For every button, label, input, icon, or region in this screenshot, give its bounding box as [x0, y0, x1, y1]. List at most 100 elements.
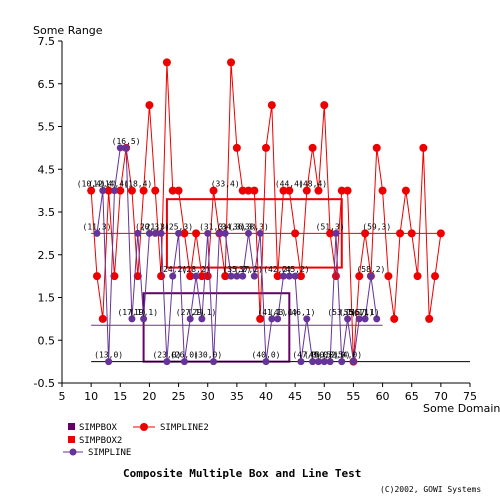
simpline-point: [373, 315, 381, 323]
data-label: (20,3): [135, 222, 164, 231]
simpline2-point: [279, 186, 288, 195]
data-label: (10,4): [77, 180, 106, 189]
x-tick-label: 50: [317, 390, 331, 403]
simpline2-point: [384, 272, 393, 281]
simpline2-point: [192, 229, 201, 238]
simpline-point: [285, 272, 293, 280]
simpline2-point: [331, 272, 340, 281]
y-axis-label: Some Range: [33, 24, 103, 37]
data-label: (11,3): [83, 222, 112, 231]
simpline-point: [227, 272, 235, 280]
simpline-point: [274, 315, 282, 323]
simpline2-point: [92, 272, 101, 281]
simpline2-point: [320, 101, 329, 110]
simpline-point: [268, 315, 276, 323]
simpline-point: [204, 229, 212, 237]
data-label: (45,2): [281, 265, 310, 274]
simpline-point: [210, 358, 218, 366]
data-label: (49,0): [304, 351, 333, 360]
data-label: (51,3): [316, 222, 345, 231]
simpline2-point: [314, 186, 323, 195]
data-label: (42,2): [263, 265, 292, 274]
data-label: (43,1): [269, 308, 298, 317]
simpline2-point: [372, 143, 381, 152]
simpline-point: [110, 187, 118, 195]
simpline2-point: [296, 272, 305, 281]
data-label: (14,4): [100, 180, 129, 189]
y-tick-label: 3.5: [38, 206, 56, 219]
legend-marker-simpline: [69, 448, 77, 456]
simpline-point: [180, 358, 188, 366]
simpline-point: [338, 358, 346, 366]
simpline-point: [349, 358, 357, 366]
simpline2-point: [343, 186, 352, 195]
data-label: (55,1): [339, 308, 368, 317]
data-label: (36,3): [228, 222, 257, 231]
simpline2-point: [407, 229, 416, 238]
simpline2-point: [401, 186, 410, 195]
data-label: (13,0): [94, 351, 123, 360]
data-label: (23,0): [152, 351, 181, 360]
simpline-point: [128, 315, 136, 323]
simpline2-point: [431, 272, 440, 281]
data-labels: (11,3) (12,4) (13,0) (14,4) (16,5) (17,1) (18,…: [77, 137, 392, 360]
simpline2-point: [267, 101, 276, 110]
data-label: (41,1): [257, 308, 286, 317]
simpline2-point: [104, 186, 113, 195]
simpline2-point: [162, 58, 171, 67]
simpline-point: [250, 272, 258, 280]
simpline2-point: [180, 229, 189, 238]
simpline-point: [361, 315, 369, 323]
simpline2-point: [308, 143, 317, 152]
simpline2-point: [232, 143, 241, 152]
y-tick-label: 2.5: [38, 249, 56, 262]
x-tick-label: 35: [230, 390, 244, 403]
axes: 5 10 15 20 25 30 35 40 45 50 55 60 65 70 75 -0.5 0.5 1.5 2…: [34, 35, 477, 403]
simpline2-point: [227, 58, 236, 67]
x-tick-label: 45: [288, 390, 302, 403]
simpline2-point: [355, 272, 364, 281]
data-label: (38,3): [240, 222, 269, 231]
simpline2-point: [87, 186, 96, 195]
simpline-point: [169, 272, 177, 280]
x-tick-label: 20: [142, 390, 156, 403]
data-label: (24,2): [158, 265, 187, 274]
data-label: (18,4): [123, 180, 152, 189]
simpline-point: [326, 358, 334, 366]
simpline-point: [157, 229, 165, 237]
simpline-point: [262, 358, 270, 366]
simpline2-point: [168, 186, 177, 195]
simpline2-point: [390, 314, 399, 323]
simpline-point: [245, 229, 253, 237]
simpline2-point: [116, 186, 125, 195]
simpline-point: [303, 315, 311, 323]
data-label: (56,1): [345, 308, 374, 317]
x-tick-label: 30: [201, 390, 215, 403]
simpline-point: [233, 272, 241, 280]
data-label: (21,3): [141, 222, 170, 231]
data-label: (58,2): [356, 265, 385, 274]
x-tick-label: 65: [405, 390, 419, 403]
legend: SIMPBOX SIMPBOX2 SIMPLINE SIMPLINE2: [63, 423, 209, 458]
x-tick-label: 60: [376, 390, 390, 403]
simpline2-point: [98, 314, 107, 323]
simpline2-point: [396, 229, 405, 238]
legend-swatch-simpbox: [68, 423, 75, 430]
simpline2-point: [186, 272, 195, 281]
simpline2-point: [221, 272, 230, 281]
simpline2-point: [139, 186, 148, 195]
data-label: (47,0): [292, 351, 321, 360]
simpline-point: [291, 272, 299, 280]
simpline2-point: [273, 272, 282, 281]
simpline2-point: [145, 101, 154, 110]
y-tick-label: -0.5: [34, 377, 55, 390]
legend-label-simpline2: SIMPLINE2: [160, 423, 209, 433]
data-label: (57,1): [351, 308, 380, 317]
simpline-point: [355, 315, 363, 323]
simpline-point: [145, 229, 153, 237]
simpline-point: [297, 358, 305, 366]
x-tick-label: 75: [463, 390, 477, 403]
simpline2-point: [378, 186, 387, 195]
y-tick-label: 6.5: [38, 78, 56, 91]
simpline-point: [93, 229, 101, 237]
